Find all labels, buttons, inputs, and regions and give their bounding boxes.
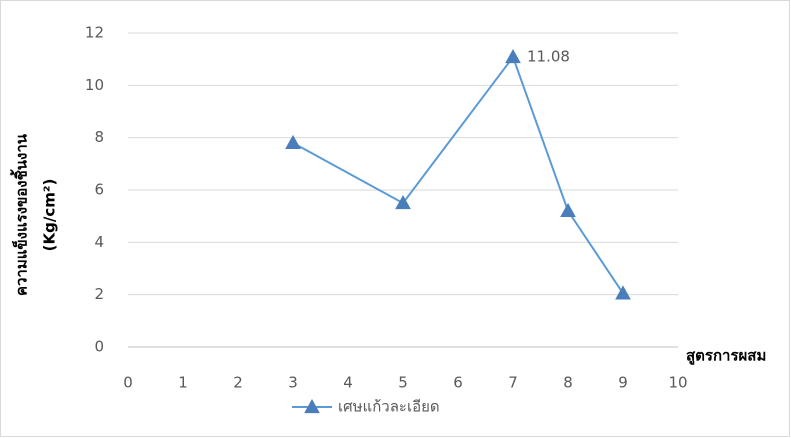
y-axis-title: (Kg/cm²) bbox=[41, 179, 59, 252]
x-tick-label: 8 bbox=[563, 374, 573, 392]
y-tick-label: 8 bbox=[94, 128, 104, 146]
y-tick-label: 6 bbox=[94, 181, 104, 199]
x-tick-label: 5 bbox=[398, 374, 408, 392]
marker bbox=[285, 134, 301, 149]
y-tick-label: 2 bbox=[94, 285, 104, 303]
x-tick-label: 2 bbox=[233, 374, 243, 392]
marker bbox=[505, 49, 521, 64]
y-tick-label: 10 bbox=[85, 76, 104, 94]
y-tick-label: 4 bbox=[94, 233, 104, 251]
legend-marker bbox=[304, 398, 320, 414]
legend-label: เศษแก้วละเอียด bbox=[338, 398, 440, 416]
x-tick-label: 10 bbox=[668, 374, 687, 392]
x-tick-label: 7 bbox=[508, 374, 518, 392]
x-tick-label: 6 bbox=[453, 374, 463, 392]
data-label: 11.08 bbox=[527, 48, 570, 66]
x-tick-label: 1 bbox=[178, 374, 188, 392]
y-tick-label: 12 bbox=[85, 24, 104, 42]
x-tick-label: 4 bbox=[343, 374, 353, 392]
y-axis-title: ความแข็งแรงของชิ้นงาน bbox=[10, 133, 31, 296]
x-tick-label: 3 bbox=[288, 374, 298, 392]
marker bbox=[395, 195, 411, 210]
y-tick-label: 0 bbox=[94, 338, 104, 356]
x-axis-title: สูตรการผสม bbox=[686, 347, 766, 366]
x-tick-label: 0 bbox=[123, 374, 133, 392]
marker bbox=[615, 285, 631, 300]
marker bbox=[560, 202, 576, 218]
x-tick-label: 9 bbox=[618, 374, 628, 392]
